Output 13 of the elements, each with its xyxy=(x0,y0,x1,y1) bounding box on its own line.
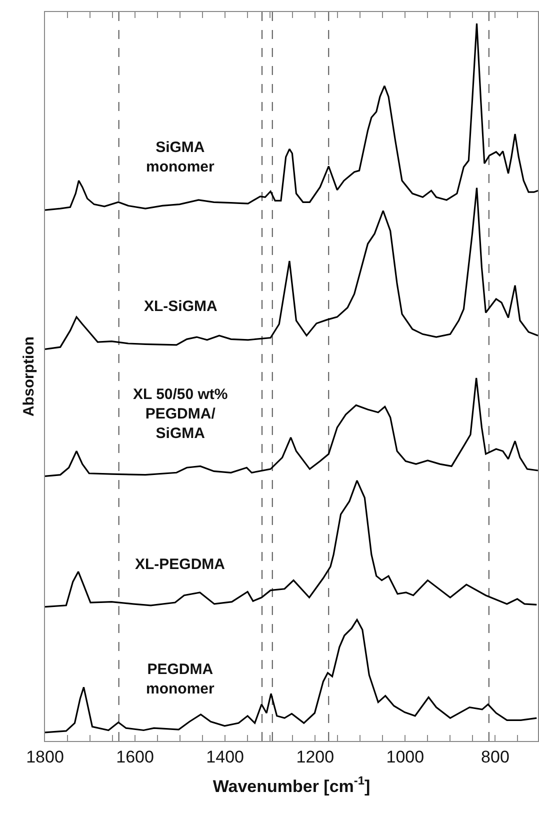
series-label: SiGMA monomer xyxy=(146,139,215,176)
x-tick-label: 800 xyxy=(481,747,510,766)
series-label: XL-SiGMA xyxy=(144,298,218,315)
x-tick-label: 1200 xyxy=(296,747,334,766)
series-label: PEGDMA monomer xyxy=(146,661,215,698)
x-tick-label: 1800 xyxy=(26,747,64,766)
x-tick-label: 1600 xyxy=(116,747,154,766)
x-tick-label: 1000 xyxy=(386,747,424,766)
x-tick-label: 1400 xyxy=(206,747,244,766)
x-axis-title: Wavenumber [cm$^{-1}$] xyxy=(212,774,370,796)
text: XL 50/50 wt% PEGDMA/ SiGMA xyxy=(133,386,228,442)
series-label: XL-PEGDMA xyxy=(135,556,226,573)
y-axis-title: Absorption xyxy=(20,336,38,416)
